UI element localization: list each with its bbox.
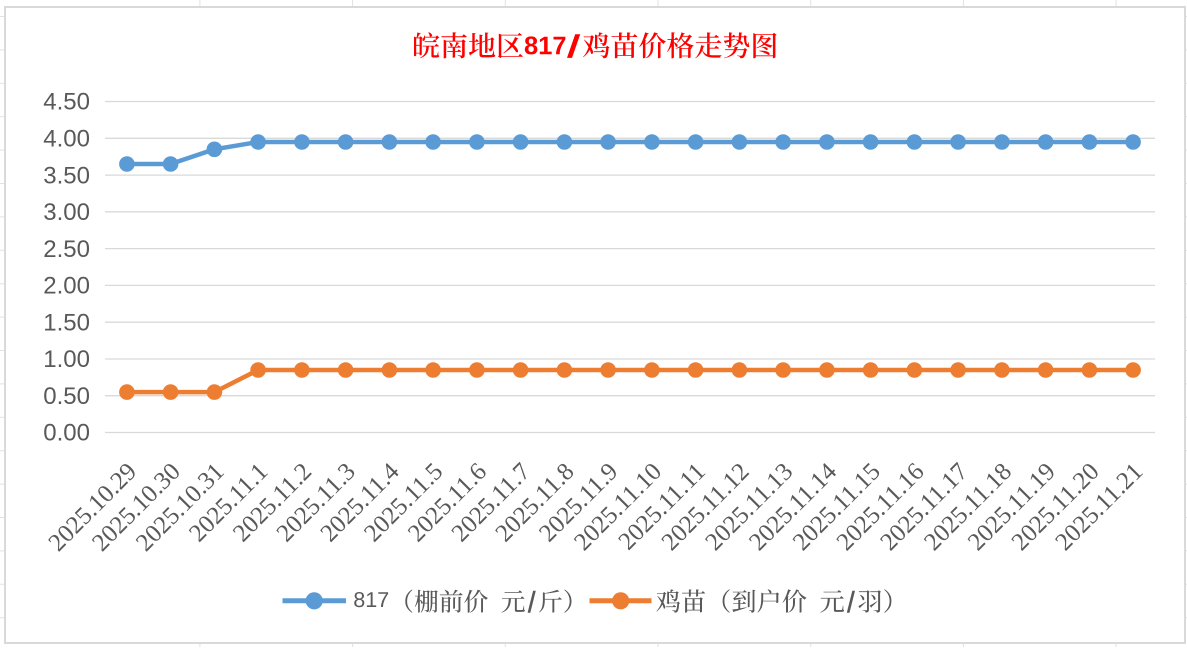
svg-text:3.00: 3.00 [43,199,90,226]
svg-text:4.00: 4.00 [43,126,90,153]
svg-text:1.00: 1.00 [43,346,90,373]
svg-text:2.50: 2.50 [43,236,90,263]
svg-text:2.00: 2.00 [43,273,90,300]
svg-text:1.50: 1.50 [43,309,90,336]
svg-text:0.00: 0.00 [43,420,90,447]
svg-text:3.50: 3.50 [43,162,90,189]
svg-text:4.50: 4.50 [43,89,90,116]
svg-text:0.50: 0.50 [43,383,90,410]
